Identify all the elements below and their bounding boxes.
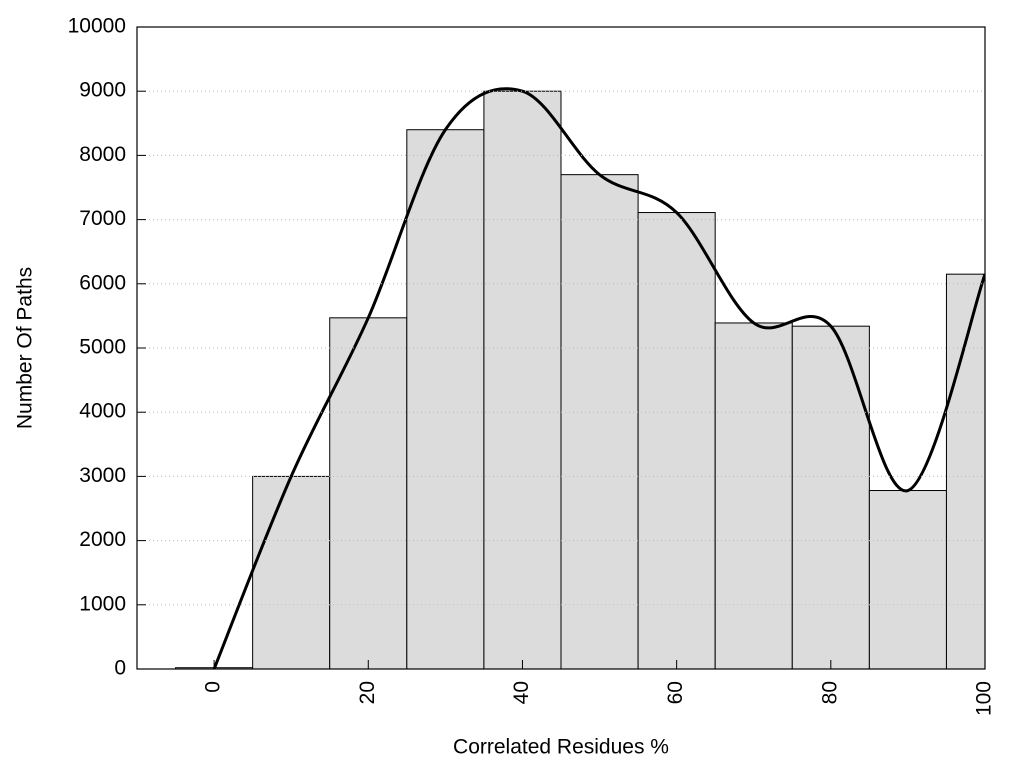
- x-tick-label: 100: [973, 681, 996, 716]
- x-tick-label: 80: [818, 681, 841, 704]
- x-tick-label: 0: [202, 681, 225, 693]
- bar: [329, 317, 408, 669]
- y-tick-label: 2000: [79, 528, 126, 551]
- y-tick-label: 7000: [79, 207, 126, 230]
- bar: [637, 212, 716, 669]
- y-tick-label: 0: [114, 657, 126, 680]
- y-tick-label: 3000: [79, 464, 126, 487]
- y-tick-label: 10000: [68, 15, 126, 38]
- bar: [560, 174, 639, 669]
- x-tick-label: 20: [356, 681, 379, 704]
- x-tick-label: 60: [664, 681, 687, 704]
- bar: [791, 325, 870, 669]
- bar: [483, 90, 562, 669]
- y-tick-label: 5000: [79, 336, 126, 359]
- bar: [252, 475, 331, 669]
- y-tick-label: 9000: [79, 79, 126, 102]
- x-axis-label: Correlated Residues %: [453, 736, 669, 759]
- plot-area: [175, 87, 985, 669]
- y-tick-label: 8000: [79, 143, 126, 166]
- bar: [868, 490, 947, 669]
- y-tick-label: 4000: [79, 400, 126, 423]
- bar: [714, 322, 793, 669]
- bar: [406, 129, 485, 669]
- y-axis-label: Number Of Paths: [14, 267, 37, 429]
- y-tick-label: 6000: [79, 271, 126, 294]
- y-tick-label: 1000: [79, 592, 126, 615]
- x-tick-label: 40: [510, 681, 533, 704]
- curve: [212, 87, 985, 669]
